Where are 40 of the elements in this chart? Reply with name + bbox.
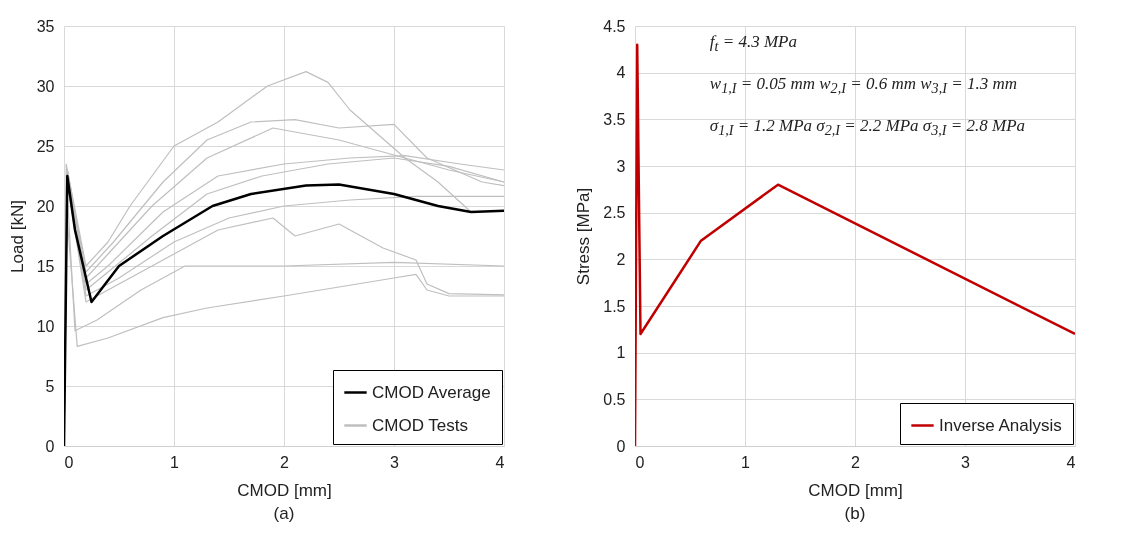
- y-tick-label: 4: [616, 64, 626, 82]
- y-tick-label: 20: [36, 197, 55, 215]
- y-tick-label: 35: [36, 17, 55, 35]
- y-tick-label: 4.5: [603, 17, 626, 35]
- y-tick-label: 0: [45, 437, 55, 455]
- y-tick-label: 15: [36, 257, 55, 275]
- text: (a): [273, 504, 295, 524]
- x-tick-label: 1: [741, 453, 751, 471]
- x-tick-label: 3: [390, 453, 400, 471]
- legend-label: Inverse Analysis: [939, 415, 1062, 435]
- annotation: w$_{1,I}$ = 0.05 mm w$_{2,I}$ = 0.6 mm w$_{3,I}$ = 1.3 mm: [709, 74, 1017, 98]
- x-tick-label: 0: [635, 453, 645, 471]
- x-tick-label: 1: [170, 453, 180, 471]
- text: (b): [844, 504, 866, 524]
- legend-label: CMOD Tests: [372, 415, 469, 435]
- y-tick-label: 30: [36, 77, 55, 95]
- x-tick-label: 3: [961, 453, 971, 471]
- y-tick-label: 25: [36, 137, 55, 155]
- y-tick-label: 2.5: [603, 204, 626, 222]
- y-axis-title: Load [kN]: [7, 200, 27, 273]
- legend-label: CMOD Average: [372, 382, 491, 402]
- x-axis-title: CMOD [mm]: [808, 480, 903, 500]
- x-tick-label: 4: [1066, 453, 1076, 471]
- y-tick-label: 3: [616, 157, 626, 175]
- y-tick-label: 1.5: [603, 297, 626, 315]
- y-tick-label: 1: [616, 344, 626, 362]
- annotation: σ$_{1,I}$ = 1.2 MPa σ$_{2,I}$ = 2.2 MPa σ$_{3,I}$ = 2.8 MPa: [709, 116, 1026, 140]
- y-tick-label: 0.5: [603, 390, 626, 408]
- y-tick-label: 5: [45, 377, 55, 395]
- x-tick-label: 0: [64, 453, 74, 471]
- x-tick-label: 2: [851, 453, 861, 471]
- x-tick-label: 4: [495, 453, 505, 471]
- x-tick-label: 2: [280, 453, 290, 471]
- annotation: f$_{t}$ = 4.3 MPa: [709, 32, 797, 56]
- x-axis-title: CMOD [mm]: [237, 480, 332, 500]
- y-axis-title: Stress [MPa]: [574, 187, 594, 286]
- y-tick-label: 10: [36, 317, 55, 335]
- y-tick-label: 3.5: [603, 110, 626, 128]
- y-tick-label: 2: [616, 250, 626, 268]
- y-tick-label: 0: [616, 437, 626, 455]
